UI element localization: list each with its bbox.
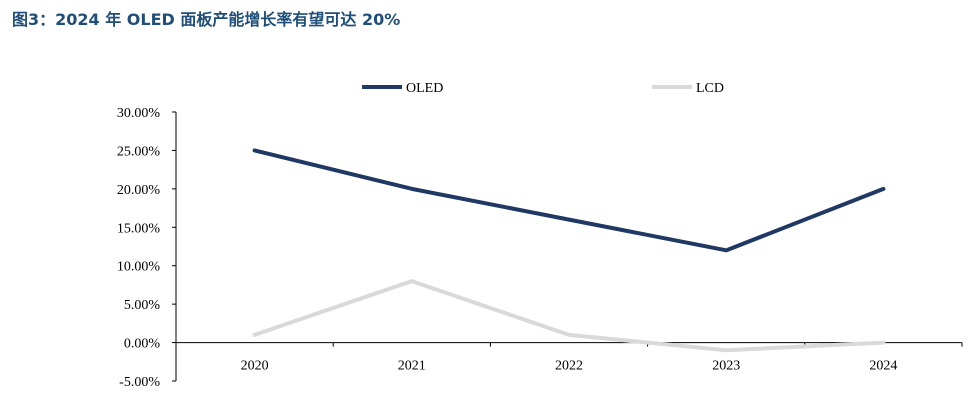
chart-legend: OLED LCD [362,81,724,96]
x-tick-label: 2024 [869,359,897,374]
x-tick-label: 2023 [712,359,740,374]
chart-series [252,148,886,353]
x-tick-label: 2022 [555,359,583,374]
y-tick-label: 30.00% [117,106,161,121]
y-tick-label: 5.00% [124,298,161,313]
y-tick-label: 10.00% [117,260,161,275]
chart-axes: 30.00% 25.00% 20.00% 15.00% 10.00% 5.00% 0.00%… [117,106,963,390]
legend-label-oled: OLED [406,81,443,96]
y-tick-label: 20.00% [117,183,161,198]
legend-label-lcd: LCD [696,81,724,96]
chart-title: 图3：2024 年 OLED 面板产能增长率有望可达 20% [12,10,401,29]
x-tick-label: 2020 [241,359,269,374]
y-tick-label: 25.00% [117,144,161,159]
y-tick-label: 15.00% [117,221,161,236]
series-line-lcd [252,279,886,353]
x-tick-label: 2021 [398,359,426,374]
series-line-oled [252,148,886,253]
y-tick-label: 0.00% [124,337,161,352]
y-tick-label: -5.00% [119,375,160,390]
